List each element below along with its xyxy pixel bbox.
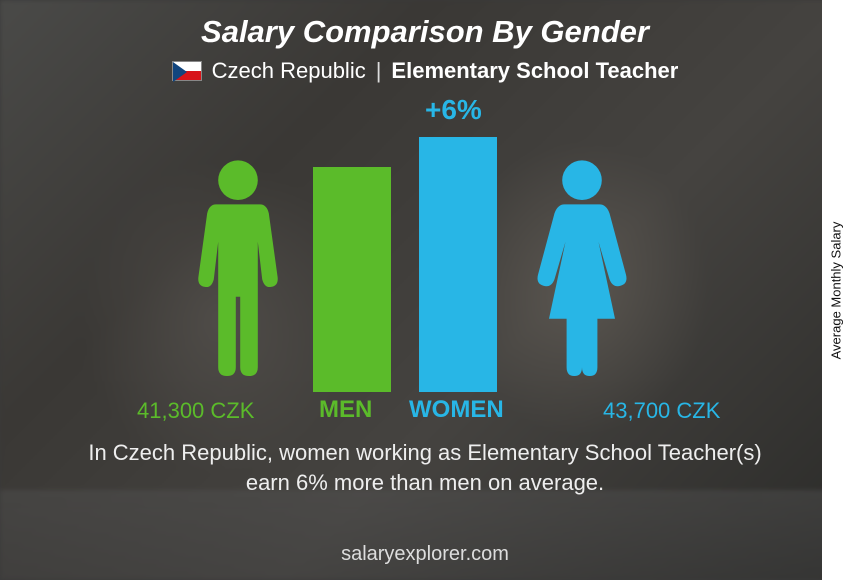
subtitle-country: Czech Republic	[212, 58, 366, 84]
women-salary-value: 43,700 CZK	[603, 398, 720, 424]
men-salary-value: 41,300 CZK	[137, 398, 254, 424]
bar-women	[419, 137, 497, 392]
chart-area: +6% 41,300 CZK 43,700 CZK MEN WOMEN	[75, 102, 775, 432]
footer-brand: salaryexplorer.com	[0, 543, 850, 566]
subtitle-separator: |	[376, 58, 382, 84]
subtitle-job: Elementary School Teacher	[391, 58, 678, 84]
subtitle-row: Czech Republic | Elementary School Teach…	[172, 58, 679, 84]
summary-text: In Czech Republic, women working as Elem…	[65, 438, 785, 497]
man-icon	[183, 140, 293, 392]
women-label: WOMEN	[409, 396, 504, 424]
page-title: Salary Comparison By Gender	[201, 14, 649, 50]
content-container: Salary Comparison By Gender Czech Republ…	[0, 0, 850, 580]
delta-label: +6%	[425, 94, 482, 126]
czech-flag-icon	[172, 61, 202, 81]
men-label: MEN	[319, 396, 372, 424]
bar-men	[313, 167, 391, 392]
woman-icon	[527, 140, 637, 392]
